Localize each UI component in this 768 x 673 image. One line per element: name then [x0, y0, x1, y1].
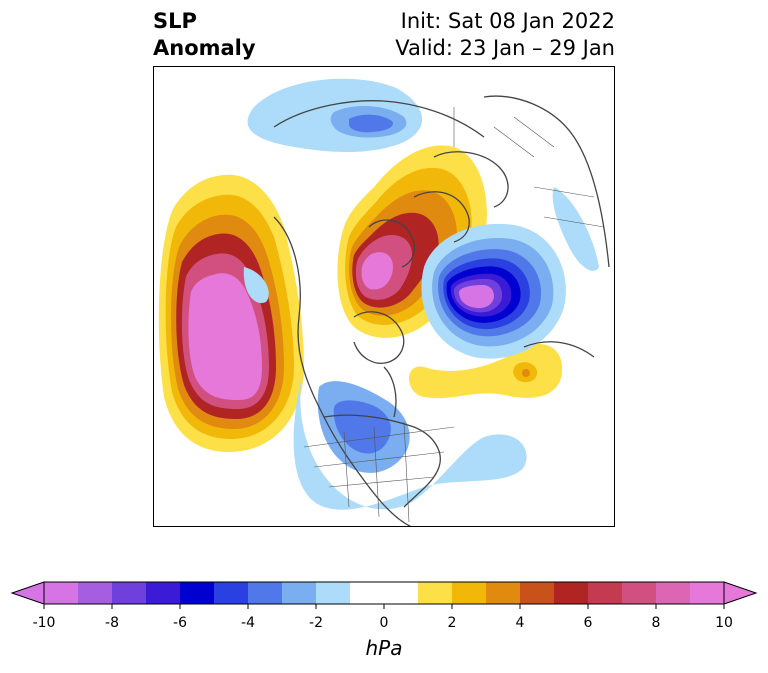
colorbar-arrow-right [723, 581, 758, 605]
colorbar-unit-label: hPa [365, 636, 403, 660]
siberia-low-anomaly [243, 78, 599, 303]
colorbar-tick-label: 6 [583, 615, 593, 631]
colorbar-swatch [486, 582, 521, 604]
scandinavia-low-anomaly [421, 223, 566, 359]
colorbar-swatch [588, 582, 623, 604]
colorbar-tick-label: 2 [447, 615, 457, 631]
colorbar-swatch [520, 582, 555, 604]
colorbar-tick-label: 10 [715, 615, 733, 631]
colorbar-swatch [44, 582, 79, 604]
colorbar-tick-label: -10 [32, 615, 56, 631]
colorbar-swatch [180, 582, 215, 604]
colorbar-swatch [690, 582, 725, 604]
colorbar-swatch [384, 582, 419, 604]
colorbar-swatch [112, 582, 147, 604]
colorbar-ticks [43, 604, 725, 609]
colorbar-swatches [44, 582, 725, 604]
colorbar-swatch [554, 582, 589, 604]
title-line-anomaly: Anomaly [153, 36, 256, 60]
coastlines [273, 95, 610, 526]
colorbar-tick-label: -6 [173, 615, 187, 631]
colorbar-arrow-left [10, 581, 45, 605]
colorbar-swatch [656, 582, 691, 604]
colorbar-tick-label: 0 [379, 615, 389, 631]
country-borders [303, 107, 605, 523]
colorbar-swatch [282, 582, 317, 604]
map-title: SLP Anomaly [153, 8, 256, 62]
init-date: Init: Sat 08 Jan 2022 [400, 9, 615, 33]
colorbar-swatch [350, 582, 385, 604]
title-line-slp: SLP [153, 9, 197, 33]
colorbar-tick-label: 4 [515, 615, 525, 631]
colorbar-swatch [622, 582, 657, 604]
colorbar-tick-label: -2 [309, 615, 323, 631]
colorbar-swatch [248, 582, 283, 604]
colorbar-tick-label: -4 [241, 615, 255, 631]
colorbar-swatch [316, 582, 351, 604]
colorbar-swatch [452, 582, 487, 604]
valid-range: Valid: 23 Jan – 29 Jan [395, 36, 615, 60]
map-panel [153, 66, 615, 527]
pacific-high-anomaly [158, 174, 304, 452]
colorbar-swatch [418, 582, 453, 604]
colorbar-tick-label: 8 [651, 615, 661, 631]
colorbar-swatch [78, 582, 113, 604]
colorbar [10, 581, 758, 609]
north-america-low-anomaly [293, 367, 527, 510]
atlantic-high-anomaly [409, 344, 563, 399]
date-info: Init: Sat 08 Jan 2022 Valid: 23 Jan – 29… [395, 8, 615, 62]
colorbar-swatch [214, 582, 249, 604]
colorbar-swatch [146, 582, 181, 604]
anomaly-map [158, 78, 610, 526]
colorbar-tick-label: -8 [105, 615, 119, 631]
